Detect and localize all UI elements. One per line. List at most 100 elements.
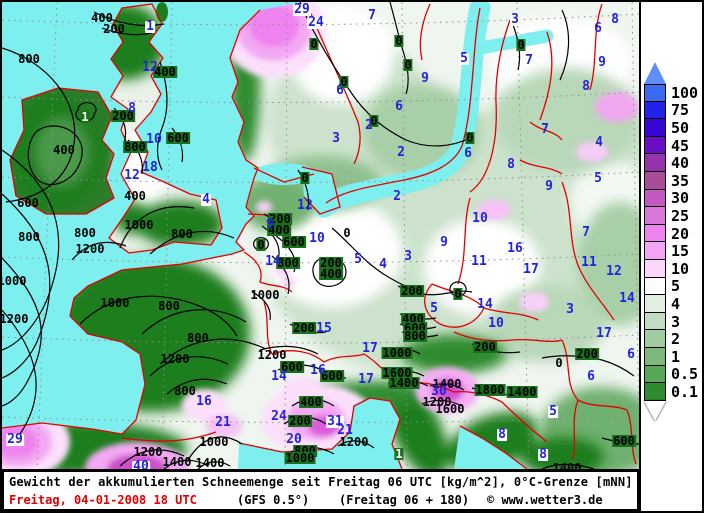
snow-value-label: 14 [271,369,287,384]
legend-entry: 30 [644,189,700,208]
snow-value-label: 3 [566,302,574,317]
contour-label: 600 [612,434,636,448]
contour-label: 200 [575,347,599,361]
legend-entry: 15 [644,242,700,260]
contour-label: 0 [339,75,349,89]
legend-arrow-up-icon [644,62,666,84]
snow-value-label: 16 [507,241,523,256]
contour-label: 800 [403,329,427,343]
snow-value-label: 4 [379,257,387,272]
bottom-right-corner [641,470,702,511]
legend-swatch [644,84,666,102]
map-labels: 4002008004002001800600400400600800100012… [2,2,639,469]
contour-label: 0 [453,287,463,301]
snow-value-label: 9 [266,217,274,232]
snow-value-label: 24 [307,15,325,30]
legend-swatch [644,277,666,296]
legend-entry: 35 [644,172,700,190]
legend-swatch [644,383,666,401]
contour-label: 1600 [435,402,465,416]
contour-label: 200 [473,340,497,354]
legend-entry: 50 [644,119,700,137]
contour-label: 600 [17,196,39,210]
contour-label: 400 [267,223,291,237]
snow-value-label: 16 [310,363,326,378]
contour-label: 0 [555,356,563,370]
contour-label: 400 [124,189,146,203]
copyright-label: © www.wetter3.de [487,493,603,507]
snow-value-label: 24 [271,409,287,424]
legend-entry: 1 [644,348,700,366]
snow-value-label: 7 [582,225,590,240]
run-datetime: Freitag, 04-01-2008 18 UTC [9,493,197,507]
snow-value-label: 7 [368,8,376,23]
contour-label: 0 [309,37,319,51]
legend-swatch [644,154,666,172]
snow-value-label: 10 [488,316,504,331]
legend-entry: 75 [644,101,700,119]
contour-label: 800 [158,299,180,313]
contour-label: 400 [91,11,113,25]
snow-value-label: 14 [265,254,281,269]
snow-value-label: 21 [337,423,353,438]
snow-value-label: 6 [395,99,403,114]
snow-value-label: 11 [581,255,597,270]
contour-label: 800 [18,230,40,244]
snow-value-label: 17 [358,372,374,387]
contour-label: 1200 [422,395,452,409]
snow-value-label: 7 [541,122,549,137]
contour-label: 1200 [339,435,369,449]
contour-label: 1000 [100,296,130,310]
legend-value: 35 [671,171,690,190]
snow-value-label: 3 [404,249,412,264]
contour-label: 1000 [284,451,316,465]
legend-value: 15 [671,242,690,261]
snow-value-label: 9 [421,71,429,86]
snow-value-label: 14 [477,297,493,312]
legend-swatch [644,312,666,331]
snow-value-label: 17 [362,341,378,356]
snow-value-label: 29 [293,2,311,17]
legend-swatch [644,207,666,225]
contour-label: 0 [300,171,310,185]
contour-label: 400 [319,267,343,281]
snow-value-label: 5 [548,404,558,419]
legend-entry: 0.5 [644,365,700,384]
legend-value: 1 [671,347,681,366]
snow-value-label: 6 [336,83,344,98]
snow-value-label: 2 [393,189,401,204]
contour-label: 200 [268,212,292,226]
contour-label: 200 [400,284,424,298]
legend-entry: 3 [644,313,700,331]
legend-entry: 20 [644,225,700,243]
contour-label: 200 [288,414,312,428]
legend-swatch [644,189,666,208]
legend-swatch [644,365,666,384]
snow-value-label: 12 [124,168,140,183]
contour-label: 600 [320,369,344,383]
snow-value-label: 12 [606,264,622,279]
snow-value-label: 9 [545,179,553,194]
legend-value: 0.5 [671,365,699,384]
contour-label: 1000 [124,218,154,232]
contour-label: 0 [369,114,379,128]
contour-label: 1800 [474,383,506,397]
snow-value-label: 8 [538,447,548,462]
contour-label: 0 [465,131,475,145]
legend-swatch [644,242,666,260]
legend-value: 25 [671,206,690,225]
contour-label: 1000 [199,435,229,449]
contour-label: 800 [123,140,147,154]
legend-value: 20 [671,224,690,243]
legend-entry: 25 [644,207,700,225]
legend-swatch [644,347,666,366]
contour-label: 600 [166,131,190,145]
contour-label: 800 [171,227,193,241]
snow-value-label: 3 [332,131,340,146]
contour-label: 1200 [133,445,163,459]
snow-value-label: 11 [471,254,487,269]
valid-time-label: (Freitag 06 + 180) [339,493,470,507]
inland-seas [238,2,554,469]
legend-entry: 100 [644,84,700,102]
contour-label: 1000 [2,274,27,288]
